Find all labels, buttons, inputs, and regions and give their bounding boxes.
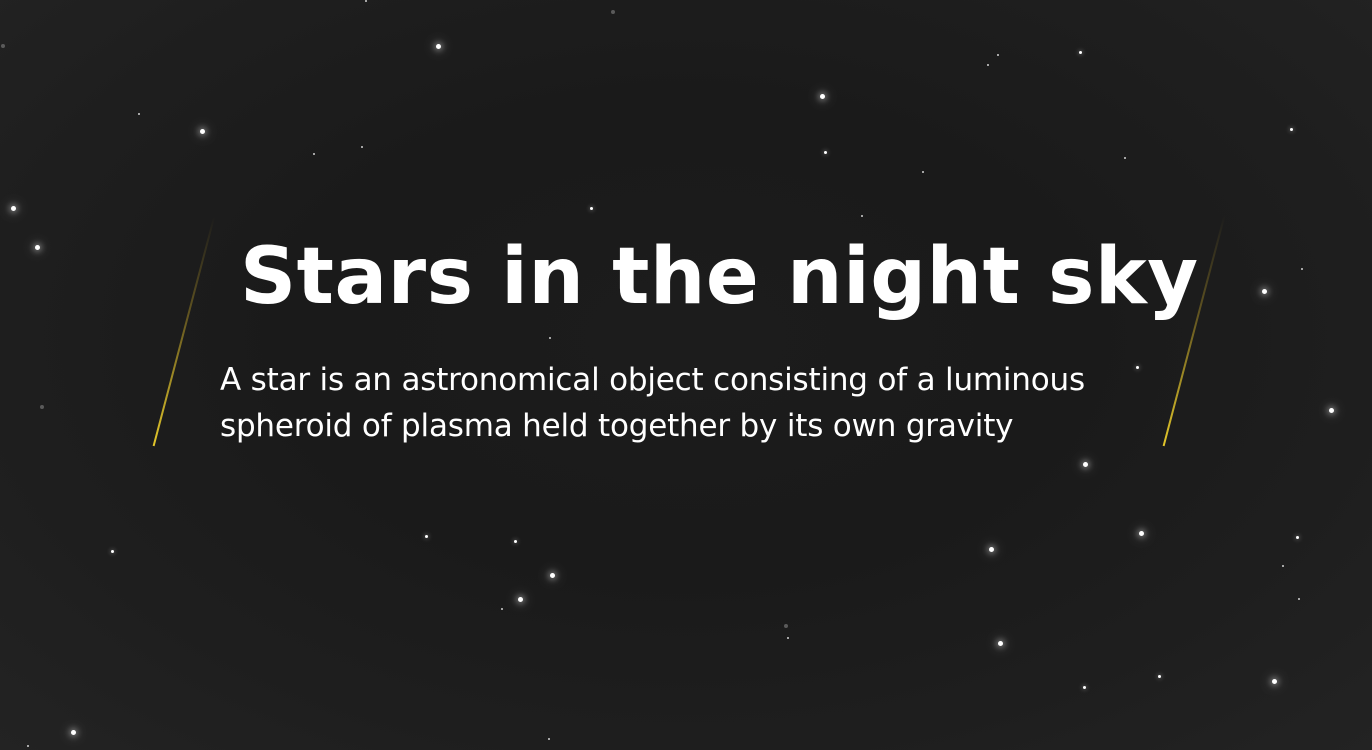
star [989, 547, 994, 552]
star [1282, 565, 1284, 567]
star [998, 641, 1003, 646]
star [425, 535, 428, 538]
star [138, 113, 140, 115]
star [200, 129, 205, 134]
star [787, 637, 789, 639]
star [1083, 686, 1086, 689]
star [820, 94, 825, 99]
star [518, 597, 523, 602]
star [35, 245, 40, 250]
shooting-star-streak-left [152, 215, 216, 447]
star [987, 64, 989, 66]
star [1083, 462, 1088, 467]
star [1158, 675, 1161, 678]
star [824, 151, 827, 154]
star [1290, 128, 1293, 131]
star [27, 745, 29, 747]
star [590, 207, 593, 210]
star [11, 206, 16, 211]
star [436, 44, 441, 49]
star [548, 738, 550, 740]
star [40, 405, 44, 409]
star [1329, 408, 1334, 413]
star [111, 550, 114, 553]
star [997, 54, 999, 56]
star [611, 10, 615, 14]
hero-description: A star is an astronomical object consist… [220, 362, 1085, 444]
star [1301, 268, 1303, 270]
star [549, 337, 551, 339]
star [514, 540, 517, 543]
hero-title: Stars in the night sky [240, 232, 1199, 322]
star [1124, 157, 1126, 159]
star [1262, 289, 1267, 294]
star [1136, 366, 1139, 369]
star [313, 153, 315, 155]
star [365, 0, 367, 2]
star [1272, 679, 1277, 684]
star [784, 624, 788, 628]
star [550, 573, 555, 578]
star [1139, 531, 1144, 536]
star [1, 44, 5, 48]
star [861, 215, 863, 217]
star [361, 146, 363, 148]
star [501, 608, 503, 610]
star [922, 171, 924, 173]
star [1079, 51, 1082, 54]
star [1296, 536, 1299, 539]
star [71, 730, 76, 735]
star [1298, 598, 1300, 600]
